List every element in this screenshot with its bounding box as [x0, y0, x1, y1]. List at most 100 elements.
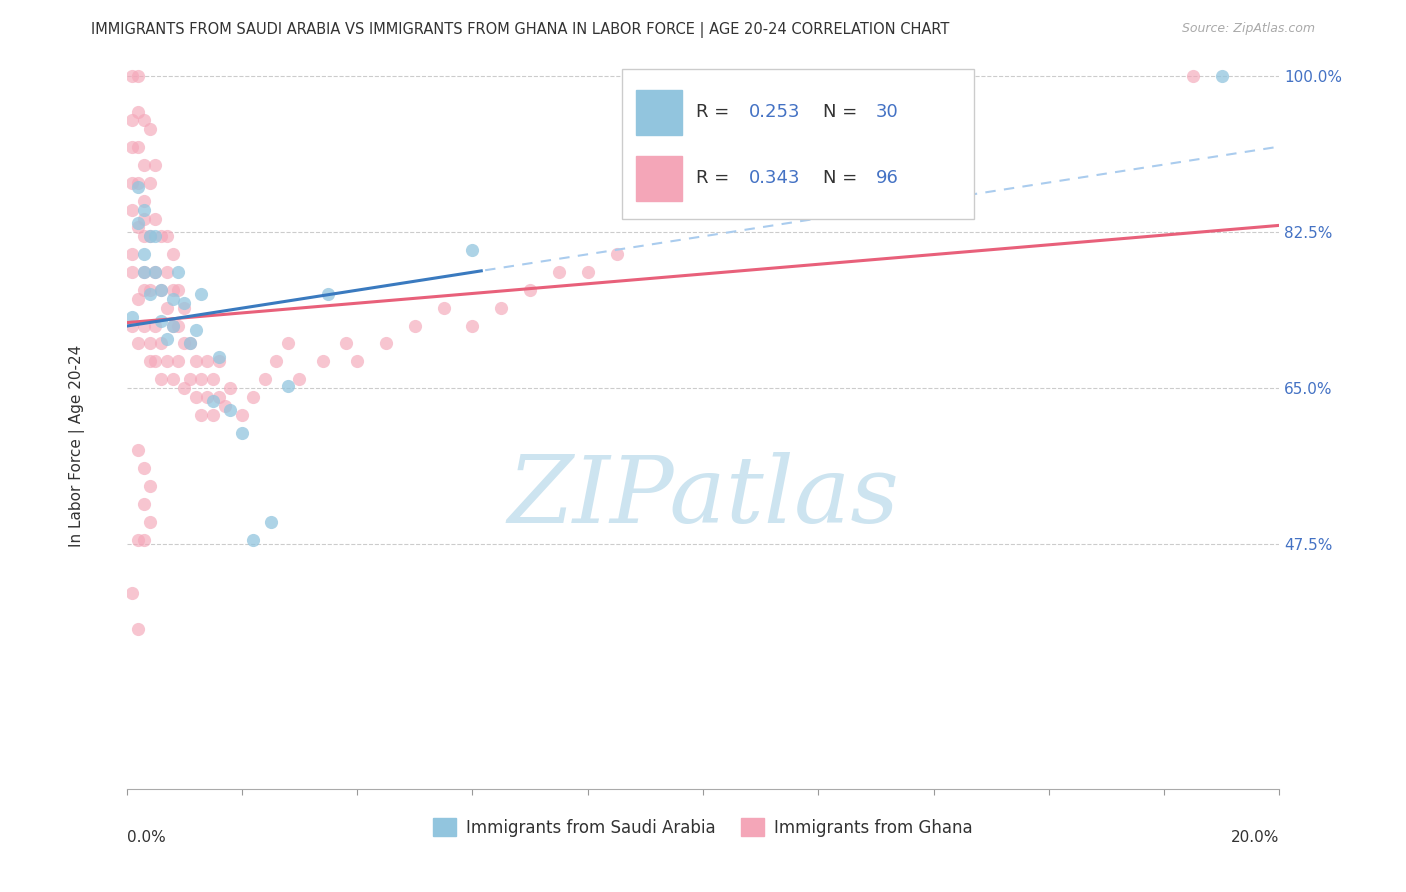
Point	[156, 354, 179, 368]
Point	[121, 140, 143, 154]
Point	[190, 408, 212, 422]
Point	[219, 381, 242, 395]
Point	[184, 390, 207, 404]
Point	[433, 301, 456, 315]
Point	[288, 372, 311, 386]
Point	[195, 354, 218, 368]
Point	[335, 336, 357, 351]
Point	[127, 180, 149, 194]
Point	[162, 247, 184, 261]
Point	[208, 354, 231, 368]
Point	[253, 372, 276, 386]
Point	[162, 318, 184, 333]
Point	[138, 176, 160, 190]
Point	[150, 283, 173, 297]
Point	[167, 265, 190, 279]
Point	[138, 229, 160, 244]
Point	[127, 622, 149, 636]
Legend: Immigrants from Saudi Arabia, Immigrants from Ghana: Immigrants from Saudi Arabia, Immigrants…	[426, 812, 980, 843]
Point	[208, 390, 231, 404]
Point	[346, 354, 368, 368]
Point	[132, 461, 155, 475]
Point	[173, 336, 195, 351]
Point	[167, 283, 190, 297]
Text: ZIPatlas: ZIPatlas	[508, 452, 898, 541]
Point	[184, 354, 207, 368]
Point	[162, 292, 184, 306]
Point	[132, 202, 155, 217]
Point	[491, 301, 513, 315]
Point	[132, 497, 155, 511]
Point	[138, 479, 160, 493]
Point	[127, 216, 149, 230]
Point	[156, 301, 179, 315]
Point	[127, 533, 149, 547]
Point	[173, 381, 195, 395]
Point	[127, 292, 149, 306]
Point	[132, 113, 155, 128]
Point	[461, 318, 484, 333]
Point	[127, 69, 149, 83]
Point	[132, 265, 155, 279]
Point	[138, 287, 160, 301]
Point	[167, 318, 190, 333]
Point	[138, 354, 160, 368]
Point	[179, 336, 201, 351]
Point	[173, 296, 195, 310]
Point	[519, 283, 541, 297]
Point	[156, 332, 179, 346]
Point	[318, 287, 340, 301]
Text: Source: ZipAtlas.com: Source: ZipAtlas.com	[1181, 22, 1315, 36]
Point	[145, 158, 166, 172]
Point	[195, 390, 218, 404]
Point	[606, 247, 628, 261]
Point	[121, 265, 143, 279]
Point	[156, 265, 179, 279]
Point	[404, 318, 426, 333]
Point	[127, 140, 149, 154]
Point	[231, 425, 253, 440]
Point	[150, 372, 173, 386]
Point	[1181, 69, 1204, 83]
Point	[121, 176, 143, 190]
Point	[132, 211, 155, 226]
Point	[138, 283, 160, 297]
Point	[150, 336, 173, 351]
Text: 20.0%: 20.0%	[1232, 830, 1279, 845]
Point	[132, 318, 155, 333]
Point	[150, 283, 173, 297]
Point	[190, 372, 212, 386]
Point	[132, 229, 155, 244]
Point	[162, 283, 184, 297]
Point	[145, 354, 166, 368]
Point	[311, 354, 333, 368]
Point	[202, 408, 225, 422]
Point	[145, 265, 166, 279]
Point	[190, 287, 212, 301]
Point	[576, 265, 599, 279]
Point	[214, 399, 236, 413]
Point	[219, 403, 242, 417]
Point	[145, 229, 166, 244]
Point	[266, 354, 288, 368]
Point	[156, 229, 179, 244]
Point	[132, 265, 155, 279]
Point	[127, 104, 149, 119]
Text: IMMIGRANTS FROM SAUDI ARABIA VS IMMIGRANTS FROM GHANA IN LABOR FORCE | AGE 20-24: IMMIGRANTS FROM SAUDI ARABIA VS IMMIGRAN…	[91, 22, 950, 38]
Point	[242, 533, 264, 547]
Point	[121, 318, 143, 333]
Point	[145, 211, 166, 226]
Point	[132, 247, 155, 261]
Text: 0.0%: 0.0%	[127, 830, 166, 845]
Point	[277, 379, 299, 393]
Point	[145, 318, 166, 333]
Point	[202, 372, 225, 386]
Text: In Labor Force | Age 20-24: In Labor Force | Age 20-24	[69, 345, 86, 547]
Point	[1211, 69, 1233, 83]
Point	[548, 265, 571, 279]
Point	[127, 220, 149, 235]
Point	[132, 283, 155, 297]
Point	[138, 515, 160, 529]
Point	[132, 533, 155, 547]
Point	[121, 247, 143, 261]
